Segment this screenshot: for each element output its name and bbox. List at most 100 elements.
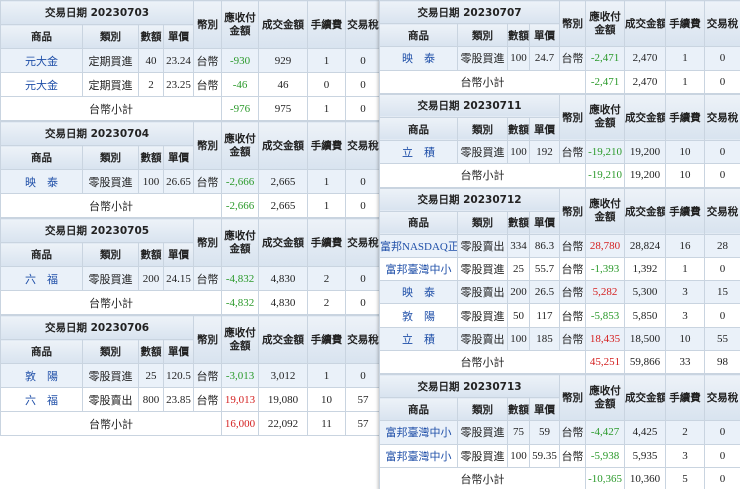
- trade-cell: 2: [665, 420, 706, 445]
- subtotal-label: 台幣小計: [378, 349, 587, 375]
- subtotal-cell: -976: [221, 96, 260, 121]
- column-header-line: 應收付: [224, 132, 256, 145]
- trade-cell: 零股賣出: [82, 387, 139, 412]
- column-header: 成交金額: [624, 373, 667, 422]
- trade-cell: 75: [507, 420, 530, 445]
- subtotal-cell: -4,832: [221, 290, 260, 315]
- subtotal-row: 台幣小計 -2,666 2,665 1 0: [0, 193, 382, 218]
- column-header: 商品: [379, 116, 458, 142]
- trade-cell: 0: [345, 266, 382, 291]
- column-header: 交易稅: [345, 0, 382, 49]
- column-header-line: 應收付: [224, 11, 256, 24]
- trade-cell: -1,393: [585, 257, 626, 282]
- column-header: 單價: [162, 242, 195, 267]
- column-header: 手續費: [665, 373, 706, 422]
- trade-cell: -5,938: [585, 443, 626, 468]
- trade-cell: 台幣: [559, 280, 587, 305]
- subtotal-cell: 1: [665, 69, 706, 94]
- trade-cell: 2,470: [624, 46, 667, 71]
- trade-cell: 0: [345, 169, 382, 194]
- column-header: 單價: [528, 397, 561, 422]
- trade-table: 交易日期 20230706 幣別 應收付 金額 成交金額 手續費 交易稅 商品 類別 數額 單價敦 …: [0, 315, 382, 436]
- trade-table: 交易日期 20230713 幣別 應收付 金額 成交金額 手續費 交易稅 商品 類別 數額 單價 富邦…: [378, 373, 740, 489]
- column-header: 成交金額: [258, 315, 309, 364]
- subtotal-cell: 19,200: [624, 163, 667, 188]
- column-header: 應收付 金額: [221, 218, 260, 267]
- trade-row: 敦 陽零股買進 25 120.5 台幣 -3,013 3,012 1 0: [0, 363, 382, 388]
- subtotal-cell: 2,470: [624, 69, 667, 94]
- trade-cell: 3: [665, 443, 706, 468]
- column-header: 商品: [379, 23, 458, 48]
- trade-cell: 台幣: [559, 140, 587, 165]
- trade-cell: 六 福: [0, 266, 83, 291]
- trade-cell: 3: [665, 303, 706, 328]
- column-header: 類別: [82, 242, 139, 267]
- trade-row: 元大金 定期買進 2 23.25 台幣 -46 46 0 0: [0, 72, 382, 97]
- column-header: 幣別: [559, 0, 587, 48]
- subtotal-cell: 98: [704, 349, 740, 375]
- subtotal-cell: 45,251: [585, 349, 626, 375]
- trade-cell: 台幣: [559, 326, 587, 351]
- column-header: 手續費: [307, 121, 347, 170]
- subtotal-cell: 10,360: [624, 466, 667, 489]
- subtotal-cell: 1: [307, 96, 347, 121]
- subtotal-row: 台幣小計 45,251 59,866 33 98: [378, 349, 740, 375]
- subtotal-label: 台幣小計: [378, 163, 587, 188]
- trade-cell: 台幣: [559, 46, 587, 71]
- trade-cell: 零股買進: [457, 303, 508, 328]
- date-header-row: 交易日期 20230712 幣別 應收付 金額 成交金額 手續費 交易稅: [378, 187, 740, 235]
- subtotal-label: 台幣小計: [0, 290, 223, 315]
- trade-row: 六 福零股賣出 800 23.85 台幣 19,013 19,080 10 57: [0, 387, 382, 412]
- trade-cell: 18,500: [624, 326, 667, 351]
- column-header: 交易稅: [704, 93, 740, 142]
- column-header: 商品: [0, 339, 83, 364]
- column-header: 數額: [138, 24, 164, 49]
- trade-cell: 25: [138, 363, 164, 388]
- subtotal-row: 台幣小計 -976 975 1 0: [0, 96, 382, 121]
- subtotal-cell: -2,666: [221, 193, 260, 218]
- trade-date: 交易日期 20230713: [378, 373, 561, 399]
- column-header: 應收付 金額: [221, 315, 260, 364]
- trade-cell: 15: [704, 280, 740, 305]
- trade-cell: 富邦臺灣中小: [379, 443, 458, 468]
- column-header: 單價: [162, 339, 195, 364]
- trade-cell: 1: [307, 169, 347, 194]
- trade-cell: 23.24: [162, 48, 195, 73]
- trade-row: 六 福零股買進 200 24.15 台幣 -4,832 4,830 2 0: [0, 266, 382, 291]
- column-header-line: 應收付: [589, 384, 621, 397]
- column-header: 手續費: [307, 218, 347, 267]
- column-header: 交易稅: [704, 0, 740, 48]
- subtotal-row: 台幣小計 -4,832 4,830 2 0: [0, 290, 382, 315]
- column-header: 應收付 金額: [585, 93, 626, 142]
- trade-cell: 59.35: [528, 443, 561, 468]
- trade-cell: 0: [307, 72, 347, 97]
- column-header: 應收付 金額: [221, 121, 260, 170]
- column-header-line: 金額: [229, 242, 251, 255]
- subtotal-cell: 0: [704, 163, 740, 188]
- trade-cell: 零股買進: [457, 420, 508, 445]
- column-header: 數額: [507, 116, 530, 142]
- trade-cell: 台幣: [559, 303, 587, 328]
- trade-cell: 28,780: [585, 233, 626, 259]
- column-header: 交易稅: [704, 373, 740, 422]
- trade-cell: 元大金: [0, 72, 83, 97]
- trade-cell: 1: [665, 46, 706, 71]
- trade-cell: 零股買進: [457, 443, 508, 468]
- date-header-row: 交易日期 20230705 幣別 應收付 金額 成交金額 手續費 交易稅: [0, 218, 382, 267]
- trade-cell: 16: [665, 233, 706, 259]
- column-header: 類別: [457, 23, 508, 48]
- column-header: 成交金額: [258, 218, 309, 267]
- trade-cell: 3,012: [258, 363, 309, 388]
- trade-cell: 0: [704, 303, 740, 328]
- column-header: 應收付 金額: [585, 373, 626, 422]
- column-header: 數額: [138, 145, 164, 170]
- trade-cell: 台幣: [559, 233, 587, 259]
- trade-cell: 1: [307, 48, 347, 73]
- trade-cell: 46: [258, 72, 309, 97]
- subtotal-label: 台幣小計: [378, 466, 587, 489]
- trade-cell: 26.5: [528, 280, 561, 305]
- column-header-row: 商品 類別 數額 單價: [0, 339, 381, 364]
- column-header: 商品: [0, 24, 83, 49]
- trade-cell: 0: [704, 420, 740, 445]
